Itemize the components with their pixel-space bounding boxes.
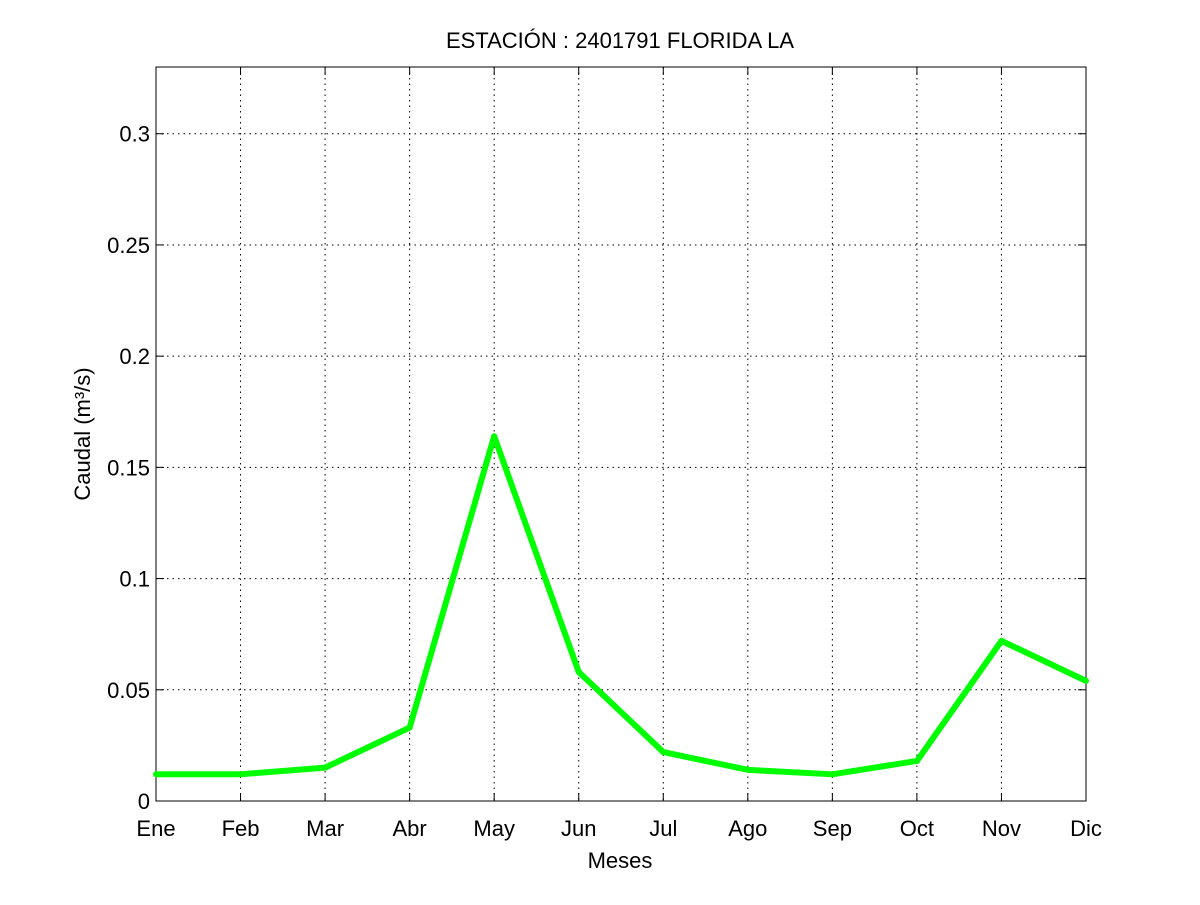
x-tick-label: Nov <box>982 816 1021 841</box>
x-tick-label: Feb <box>222 816 260 841</box>
data-point <box>1083 677 1089 684</box>
y-axis-title: Caudal (m³/s) <box>70 367 95 500</box>
y-tick-label: 0.25 <box>107 233 150 258</box>
x-tick-label: Abr <box>393 816 427 841</box>
y-tick-label: 0.3 <box>119 122 150 147</box>
data-point <box>491 433 498 440</box>
grid-layer <box>156 67 1086 801</box>
data-point <box>575 668 582 675</box>
label-layer: Ene Feb Mar Abr May Jun Jul Ago Sep Oct Nov Dic 0 0.0… <box>107 122 1102 841</box>
x-tick-label: Jun <box>561 816 596 841</box>
data-point <box>660 749 667 756</box>
x-tick-label: May <box>473 816 515 841</box>
series-layer <box>153 433 1089 778</box>
x-tick-label: Jul <box>649 816 677 841</box>
y-tick-label: 0.15 <box>107 455 150 480</box>
x-tick-label: Sep <box>813 816 852 841</box>
tick-layer <box>155 67 1087 802</box>
x-tick-label: Mar <box>306 816 344 841</box>
x-tick-label: Ago <box>728 816 767 841</box>
data-point <box>829 771 836 778</box>
data-point <box>153 771 159 778</box>
plot-frame <box>155 66 1087 802</box>
x-tick-label: Oct <box>900 816 934 841</box>
y-tick-label: 0.05 <box>107 678 150 703</box>
data-point <box>998 637 1005 644</box>
chart-title: ESTACIÓN : 2401791 FLORIDA LA <box>446 28 794 53</box>
data-point <box>237 771 244 778</box>
x-axis-title: Meses <box>588 848 653 873</box>
data-point <box>406 724 413 731</box>
x-tick-label: Ene <box>136 816 175 841</box>
x-tick-label: Dic <box>1070 816 1102 841</box>
y-tick-label: 0.2 <box>119 344 150 369</box>
data-point <box>913 757 920 764</box>
data-point <box>322 764 329 771</box>
series-line <box>156 433 1088 778</box>
data-point <box>744 766 751 773</box>
y-tick-label: 0 <box>138 789 150 814</box>
y-tick-label: 0.1 <box>119 567 150 592</box>
